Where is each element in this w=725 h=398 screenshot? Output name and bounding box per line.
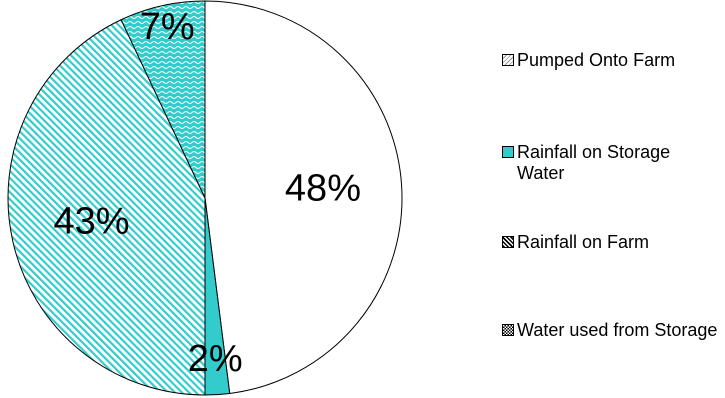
pie-labels: 48% 2% 43% 7%	[54, 6, 361, 380]
pie-slice-value-label: 43%	[54, 200, 130, 242]
pie-slice-water-used-from-storage	[120, 0, 206, 199]
pie-slice-value-label: 2%	[188, 338, 243, 380]
pie-slice-value-label: 48%	[285, 168, 361, 210]
pie-slices	[7, 0, 403, 396]
legend-item-rainfall-on-storage-water: Rainfall on Storage Water	[502, 142, 722, 184]
legend-swatch-solid-icon	[502, 146, 514, 158]
legend-swatch-hatch-icon	[502, 236, 514, 248]
pie-slice-pumped-onto-farm	[204, 0, 403, 395]
legend-label: Water used from Storage	[517, 320, 718, 340]
pie-slice-rainfall-on-farm	[7, 19, 206, 396]
legend-item-water-used-from-storage: Water used from Storage	[502, 320, 717, 341]
legend-swatch-checker-icon	[502, 324, 514, 336]
legend-swatch-plain-icon	[502, 54, 514, 66]
pie-slice-value-label: 7%	[140, 6, 195, 48]
legend-label: Rainfall on Farm	[517, 232, 650, 252]
legend-label: Pumped Onto Farm	[517, 50, 676, 70]
legend-item-pumped-onto-farm: Pumped Onto Farm	[502, 50, 675, 71]
legend-label: Rainfall on Storage Water	[517, 142, 671, 183]
legend-item-rainfall-on-farm: Rainfall on Farm	[502, 232, 649, 253]
